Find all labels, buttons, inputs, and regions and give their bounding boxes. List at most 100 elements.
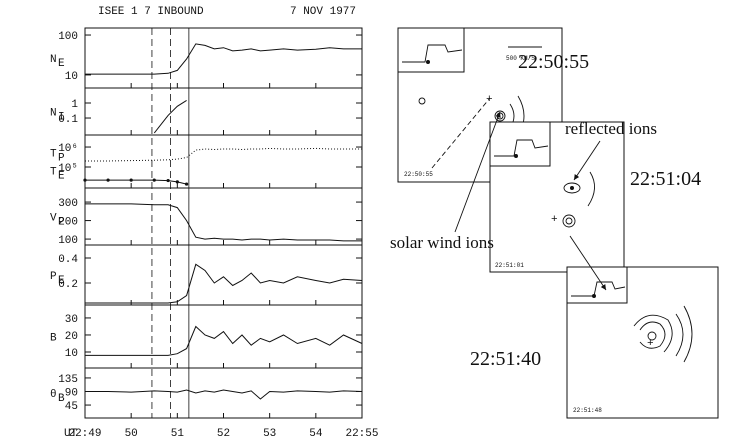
snapshot-inset [397, 27, 465, 73]
scale-label: 500 KM/S [506, 55, 535, 62]
snapshot-inset [489, 121, 551, 167]
y-tick-label: 30 [65, 314, 78, 326]
y-axis-label: T [50, 149, 57, 161]
panel-frame [84, 244, 363, 306]
y-axis-label-sub: E [58, 170, 65, 182]
data-point [166, 178, 170, 183]
x-tick-label: 54 [309, 428, 323, 440]
snapshot-time: 22:50:55 [518, 51, 589, 73]
y-axis-label: N [50, 54, 57, 66]
y-tick-label: 10⁵ [58, 163, 78, 175]
x-tick-label: 50 [125, 428, 138, 440]
y-axis-label-sub: B [58, 393, 65, 405]
y-tick-label: 100 [58, 31, 78, 43]
data-point [175, 180, 179, 184]
annotation: reflected ions [565, 119, 657, 138]
data-point [152, 178, 156, 182]
panel-frame [84, 27, 363, 89]
y-tick-label: 45 [65, 401, 78, 413]
inset-trace [494, 139, 549, 157]
contour [587, 171, 595, 207]
x-tick-label: 22:55 [345, 428, 378, 440]
y-tick-label: 0.1 [58, 114, 78, 126]
x-tick-label: 52 [217, 428, 230, 440]
contour [570, 186, 574, 190]
y-axis-label: T [50, 166, 57, 178]
panel-frame [84, 367, 363, 419]
panel-frame [84, 87, 363, 136]
snapshot-time: 22:51:04 [630, 168, 701, 190]
data-point [184, 182, 189, 186]
y-axis-label-sub: E [58, 58, 65, 70]
x-tick-label: 51 [171, 428, 185, 440]
chart-subtitle: 7 NOV 1977 [290, 6, 356, 18]
data-line [85, 43, 362, 75]
data-line [85, 203, 362, 242]
snapshot-stamp: 22:51:01 [495, 262, 524, 269]
panel-frame [84, 187, 363, 246]
y-axis-label-sub: P [58, 153, 65, 165]
contour [639, 321, 666, 349]
origin-mark: + [647, 338, 654, 350]
y-axis-label: N [50, 108, 57, 120]
origin-mark: + [551, 214, 558, 226]
y-tick-label: 135 [58, 374, 78, 386]
y-tick-label: 0.4 [58, 254, 78, 266]
y-tick-label: 10⁶ [58, 143, 78, 155]
data-line [85, 147, 362, 162]
y-axis-label-sub: I [58, 112, 65, 124]
contour [562, 214, 576, 228]
y-tick-label: 10 [65, 348, 78, 360]
y-tick-label: 10 [65, 71, 78, 83]
inset-marker [426, 60, 430, 64]
data-line [85, 325, 363, 356]
panel-frame [84, 304, 363, 369]
data-point [129, 178, 133, 182]
inset-trace [571, 281, 626, 297]
x-tick-label: 22:49 [68, 428, 101, 440]
y-axis-label: B [50, 333, 57, 345]
dashed-track [431, 97, 491, 169]
arrow [454, 111, 501, 233]
snapshot-time: 22:51:40 [470, 348, 541, 370]
data-line [85, 263, 363, 304]
data-point [106, 178, 110, 182]
contour [494, 110, 506, 122]
arrow [569, 235, 607, 291]
inset-marker [592, 294, 596, 298]
y-axis-label-sub: P [58, 217, 65, 229]
data-line [153, 99, 187, 134]
data-line [85, 179, 187, 185]
annotation: solar wind ions [390, 233, 494, 252]
y-tick-label: 1 [71, 99, 78, 111]
y-axis-label: V [50, 213, 57, 225]
origin-mark: + [486, 94, 493, 106]
contour [633, 314, 673, 353]
contour [563, 182, 581, 194]
contour [675, 313, 684, 357]
arrow [573, 140, 601, 181]
y-axis-label: θ [50, 389, 57, 401]
data-point [83, 178, 87, 182]
y-axis-label-sub: E [58, 275, 65, 287]
y-tick-label: 0.2 [58, 279, 78, 291]
contour [565, 217, 573, 225]
data-line [85, 389, 363, 400]
y-tick-label: 20 [65, 331, 78, 343]
x-tick-label: 53 [263, 428, 276, 440]
inset-trace [402, 44, 463, 63]
y-tick-label: 300 [58, 198, 78, 210]
inset-marker [514, 154, 518, 158]
snapshot-inset [566, 266, 628, 304]
snapshot-stamp: 22:50:55 [404, 171, 433, 178]
snapshot-stamp: 22:51:48 [573, 407, 602, 414]
y-tick-label: 100 [58, 235, 78, 247]
y-axis-label: P [50, 271, 57, 283]
contour [647, 331, 657, 341]
y-tick-label: 200 [58, 217, 78, 229]
x-axis-label: UT [64, 428, 78, 440]
chart-title: ISEE 1 7 INBOUND [98, 6, 204, 18]
sun-symbol [418, 97, 426, 105]
